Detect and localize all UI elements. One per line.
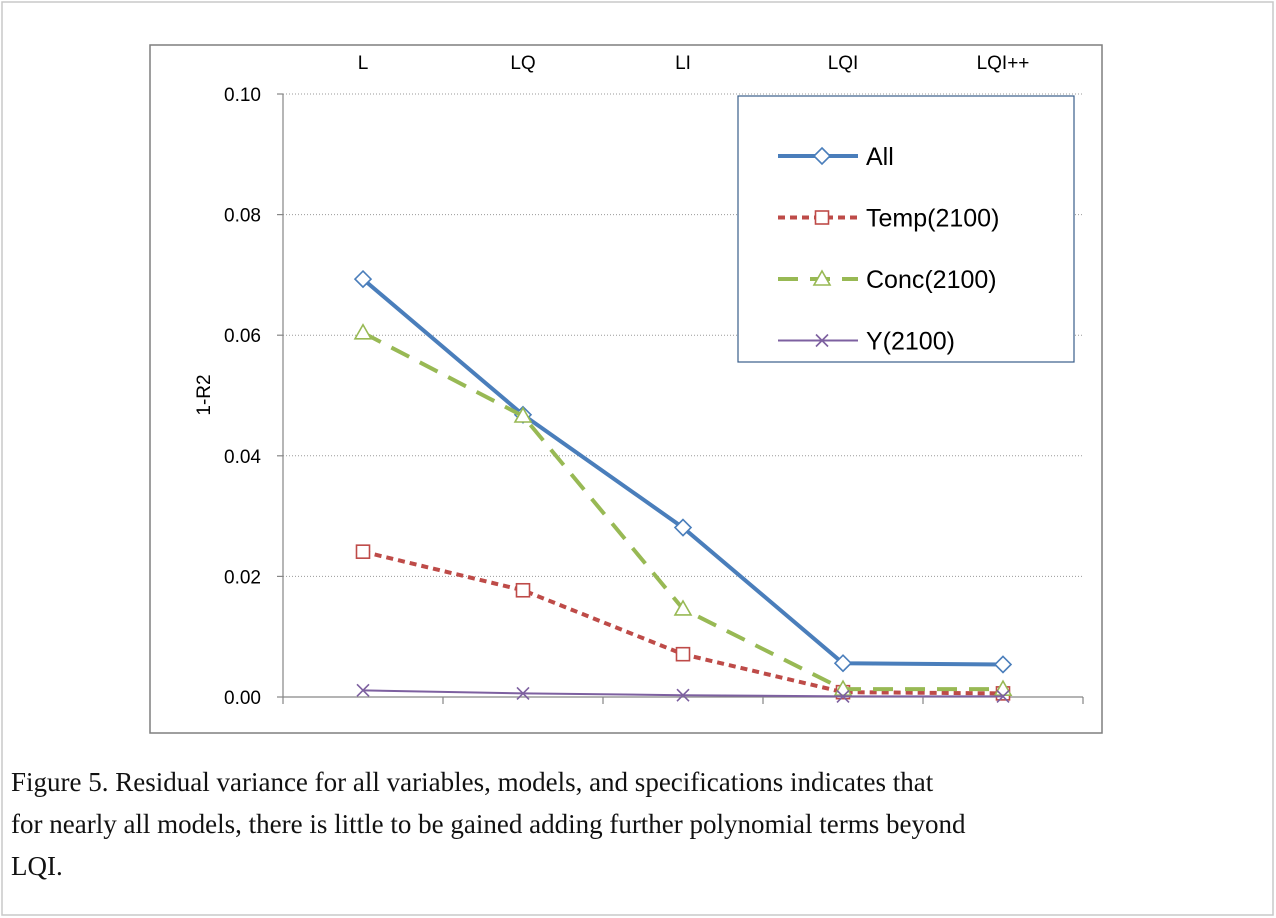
marker bbox=[833, 654, 853, 673]
x-tick-label: LI bbox=[675, 53, 691, 74]
y-tick-label: 0.02 bbox=[224, 567, 261, 588]
marker bbox=[516, 686, 530, 700]
legend-label: Temp(2100) bbox=[866, 205, 999, 233]
marker bbox=[836, 689, 850, 703]
x-tick-label: LQI bbox=[828, 53, 859, 74]
marker bbox=[356, 683, 370, 697]
marker bbox=[993, 655, 1013, 674]
legend-box bbox=[737, 95, 1075, 363]
y-tick-label: 0.10 bbox=[224, 85, 261, 106]
marker bbox=[812, 269, 832, 286]
legend-label: All bbox=[866, 143, 894, 171]
x-tick-label: LQI++ bbox=[977, 53, 1030, 74]
marker bbox=[812, 146, 832, 166]
y-tick-label: 0.08 bbox=[224, 206, 261, 227]
y-tick-label: 0.00 bbox=[224, 688, 261, 709]
marker bbox=[996, 689, 1010, 703]
x-tick-label: L bbox=[358, 53, 369, 74]
caption-line: for nearly all models, there is little t… bbox=[11, 809, 966, 839]
marker bbox=[814, 210, 830, 225]
caption-line: LQI. bbox=[11, 851, 63, 881]
x-tick-label: LQ bbox=[510, 53, 535, 74]
legend-label: Y(2100) bbox=[866, 328, 955, 356]
marker bbox=[355, 544, 371, 559]
marker bbox=[515, 582, 531, 598]
caption-line: Figure 5. Residual variance for all vari… bbox=[11, 767, 934, 797]
y-tick-label: 0.04 bbox=[224, 447, 261, 468]
marker bbox=[815, 333, 829, 348]
marker bbox=[675, 646, 691, 662]
y-axis-label: 1-R2 bbox=[194, 374, 215, 415]
marker bbox=[513, 406, 533, 423]
marker bbox=[353, 269, 373, 289]
y-tick-label: 0.06 bbox=[224, 326, 261, 347]
marker bbox=[676, 688, 690, 702]
legend-label: Conc(2100) bbox=[866, 266, 997, 294]
marker bbox=[673, 518, 693, 537]
marker bbox=[673, 599, 693, 616]
marker bbox=[353, 323, 373, 340]
